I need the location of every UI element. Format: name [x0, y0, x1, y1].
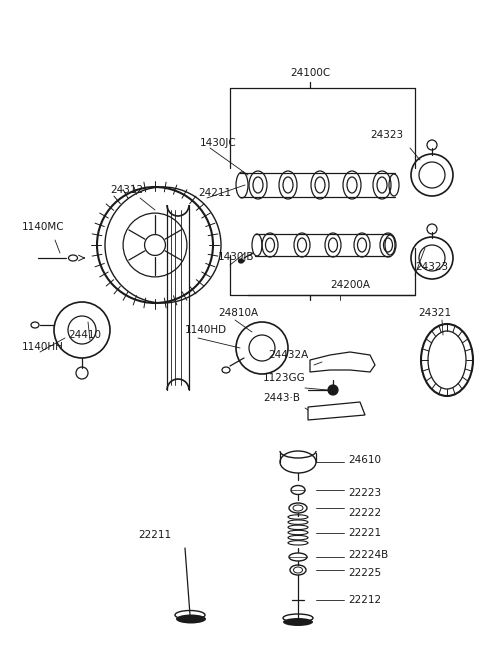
Text: 24211: 24211	[198, 188, 231, 198]
Ellipse shape	[283, 618, 313, 626]
Text: 24312: 24312	[110, 185, 143, 195]
Text: 22212: 22212	[348, 595, 381, 605]
Text: 22224B: 22224B	[348, 550, 388, 560]
Text: 22221: 22221	[348, 528, 381, 538]
Text: 24200A: 24200A	[330, 280, 370, 290]
Text: 1123GG: 1123GG	[263, 373, 306, 383]
Text: 24323: 24323	[370, 130, 403, 140]
Text: 22225: 22225	[348, 568, 381, 578]
Text: 1430JB: 1430JB	[218, 252, 254, 262]
Circle shape	[328, 385, 338, 395]
Text: 24410: 24410	[68, 330, 101, 340]
Text: 22211: 22211	[138, 530, 171, 540]
Ellipse shape	[239, 259, 243, 263]
Text: 2443·B: 2443·B	[263, 393, 300, 403]
Text: 22223: 22223	[348, 488, 381, 498]
Text: 24432A: 24432A	[268, 350, 308, 360]
Text: 1140HD: 1140HD	[185, 325, 227, 335]
Text: 22222: 22222	[348, 508, 381, 518]
Text: 1430JC: 1430JC	[200, 138, 237, 148]
Text: 1140HH: 1140HH	[22, 342, 64, 352]
Text: 24810A: 24810A	[218, 308, 258, 318]
Text: 24323: 24323	[415, 262, 448, 272]
Ellipse shape	[176, 614, 206, 623]
Text: 24321: 24321	[418, 308, 451, 318]
Text: 1140MC: 1140MC	[22, 222, 65, 232]
Text: 24610: 24610	[348, 455, 381, 465]
Text: 24100C: 24100C	[290, 68, 330, 78]
